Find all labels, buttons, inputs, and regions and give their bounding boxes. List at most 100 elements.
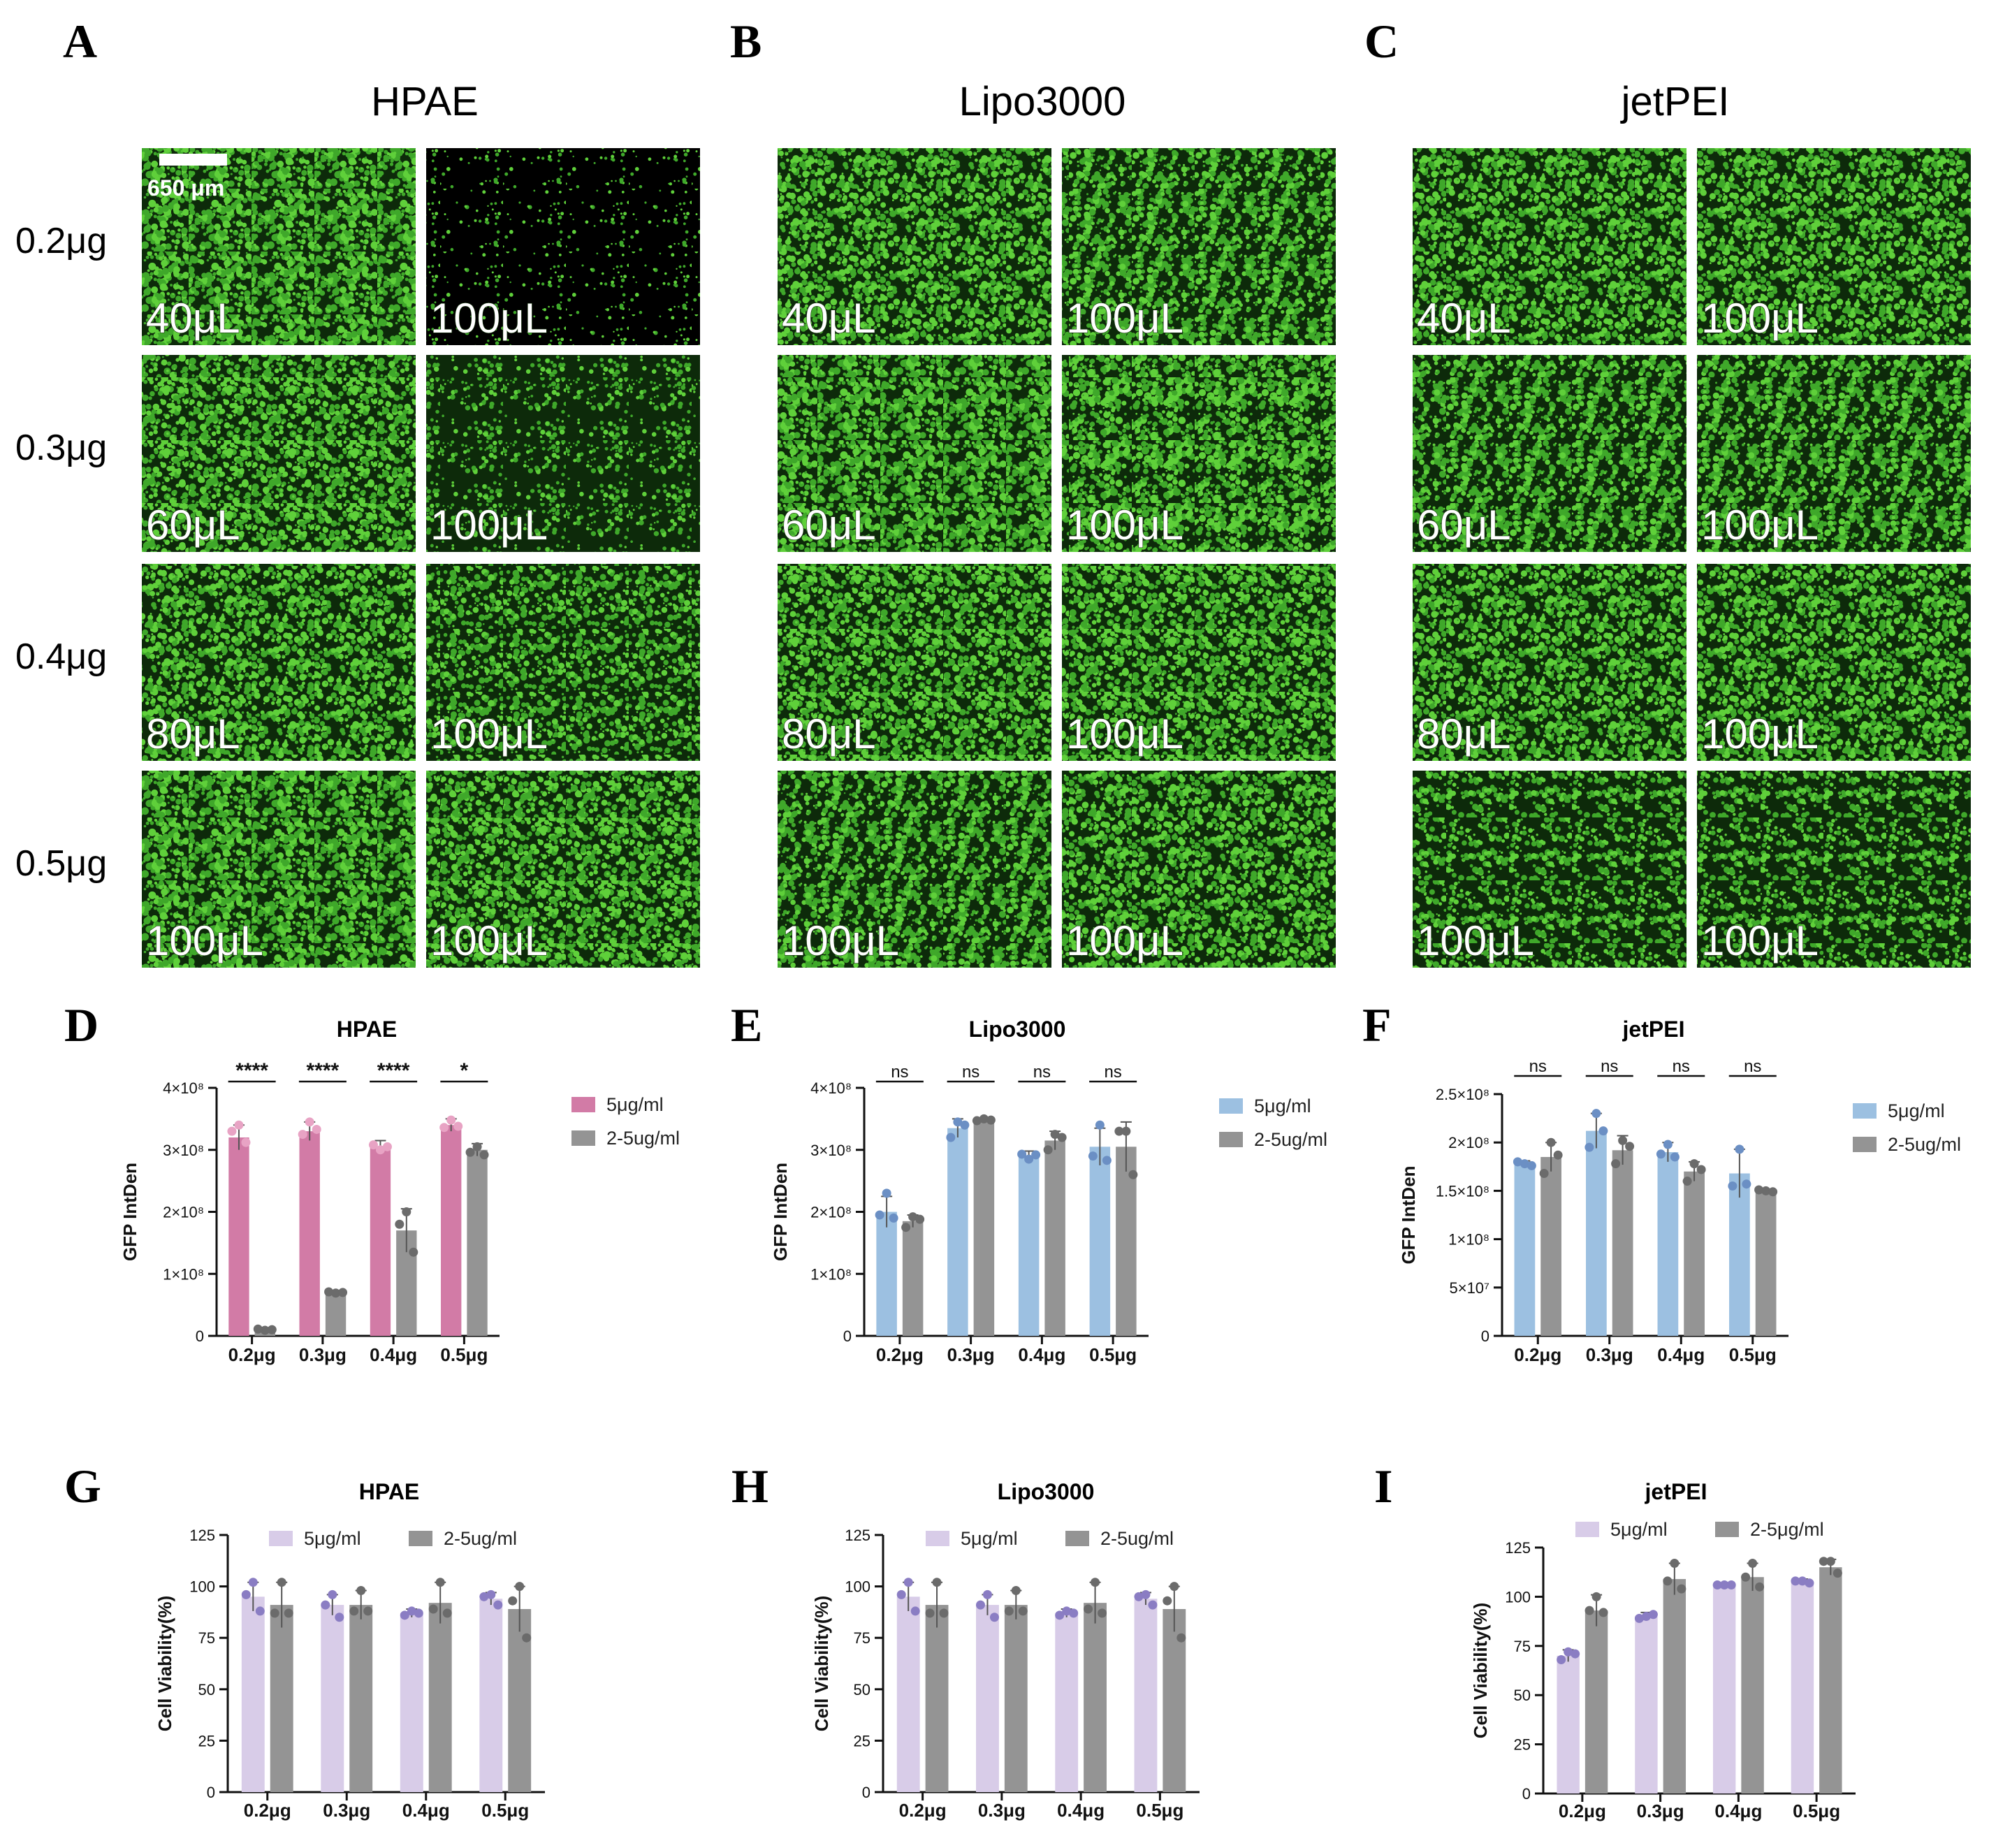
- y-tick-label: 4×10⁸: [810, 1079, 852, 1097]
- bar: [1741, 1577, 1764, 1794]
- data-point: [395, 1219, 405, 1229]
- bar: [1612, 1150, 1633, 1336]
- data-point: [253, 1324, 263, 1334]
- legend-label: 2-5ug/ml: [444, 1528, 517, 1549]
- y-axis-title: Cell Viability(%): [154, 1596, 175, 1732]
- legend-swatch: [926, 1531, 949, 1546]
- data-point: [901, 1223, 911, 1232]
- micrograph-image: 100μL: [1062, 148, 1336, 345]
- bar: [1635, 1616, 1658, 1794]
- well-volume-label: 100μL: [1066, 711, 1183, 757]
- well-volume-label: 40μL: [146, 295, 240, 342]
- data-point: [338, 1288, 348, 1297]
- legend-label: 2-5μg/ml: [1750, 1519, 1824, 1540]
- legend-swatch: [1853, 1137, 1877, 1152]
- micrograph-texture: [1413, 355, 1686, 552]
- x-tick-label: 0.5μg: [1089, 1344, 1137, 1365]
- data-point: [1114, 1126, 1124, 1136]
- data-point: [975, 1600, 985, 1610]
- scale-bar-label: 650 μm: [147, 175, 224, 201]
- data-point: [1584, 1142, 1594, 1152]
- data-point: [1520, 1159, 1529, 1169]
- significance-label: ns: [1529, 1057, 1547, 1076]
- y-tick-label: 125: [845, 1527, 870, 1544]
- data-point: [1553, 1150, 1563, 1160]
- micrograph-texture: [1697, 148, 1971, 345]
- data-point: [312, 1124, 321, 1134]
- data-point: [1833, 1569, 1842, 1578]
- data-point: [946, 1133, 956, 1142]
- bar: [441, 1125, 462, 1336]
- well-volume-label: 100μL: [1701, 502, 1819, 548]
- data-point: [446, 1115, 456, 1125]
- micrograph-image: 100μL: [1697, 355, 1971, 552]
- data-point: [1761, 1186, 1771, 1195]
- legend-swatch: [1715, 1522, 1739, 1537]
- data-point: [932, 1578, 942, 1587]
- legend-label: 5μg/ml: [961, 1528, 1018, 1549]
- y-tick-label: 2.5×10⁸: [1436, 1086, 1489, 1103]
- data-point: [1748, 1559, 1758, 1569]
- legend-label: 5μg/ml: [606, 1094, 664, 1115]
- data-point: [522, 1633, 532, 1643]
- x-tick-label: 0.2μg: [1559, 1800, 1606, 1821]
- data-point: [1618, 1135, 1628, 1145]
- data-point: [508, 1596, 518, 1606]
- data-point: [1584, 1606, 1594, 1615]
- data-point: [241, 1589, 251, 1599]
- micrograph-image: 40μL: [142, 148, 416, 345]
- panel-letter: H: [731, 1460, 768, 1513]
- legend-label: 2-5ug/ml: [1100, 1528, 1174, 1549]
- x-tick-label: 0.2μg: [899, 1800, 947, 1821]
- bar: [1755, 1191, 1777, 1336]
- data-point: [1741, 1572, 1751, 1582]
- x-tick-label: 0.5μg: [1793, 1800, 1840, 1821]
- significance-label: ns: [1104, 1063, 1121, 1082]
- data-point: [1128, 1170, 1138, 1179]
- data-point: [428, 1604, 438, 1614]
- chart-legend: 5μg/ml 2-5ug/ml: [571, 1094, 680, 1149]
- bar: [1791, 1580, 1814, 1794]
- chart-title: jetPEI: [1645, 1479, 1707, 1504]
- data-point: [960, 1120, 970, 1130]
- chart-title: jetPEI: [1622, 1017, 1685, 1042]
- bar: [1134, 1599, 1158, 1792]
- data-point: [908, 1212, 918, 1222]
- bar: [876, 1212, 897, 1336]
- y-tick-label: 5×10⁷: [1449, 1279, 1489, 1297]
- micrograph-image: 100μL: [1062, 771, 1336, 968]
- data-point: [472, 1142, 482, 1151]
- micrograph-texture: [142, 148, 416, 345]
- x-tick-label: 0.3μg: [947, 1344, 995, 1365]
- data-point: [986, 1115, 996, 1125]
- significance-label: ****: [377, 1059, 410, 1082]
- y-tick-label: 50: [1514, 1687, 1531, 1704]
- significance-label: *: [460, 1059, 469, 1082]
- data-point: [1625, 1142, 1635, 1151]
- y-tick-label: 0: [207, 1784, 215, 1801]
- data-point: [1095, 1120, 1105, 1130]
- bar-chart-d: D HPAE 0 1×10⁸ 2×10⁸ 3×10⁸ 4×10⁸ GFP IntDen 0.2μ…: [64, 998, 680, 1365]
- chart-legend: 5μg/ml 2-5ug/ml: [1219, 1096, 1327, 1150]
- data-point: [1598, 1126, 1608, 1136]
- data-point: [1527, 1161, 1536, 1170]
- y-tick-label: 2×10⁸: [1448, 1134, 1489, 1151]
- well-volume-label: 100μL: [1066, 295, 1183, 342]
- data-point: [1057, 1133, 1067, 1142]
- data-point: [493, 1600, 503, 1610]
- chart-legend: 5μg/ml 2-5ug/ml: [269, 1528, 517, 1549]
- well-volume-label: 100μL: [1701, 711, 1819, 757]
- data-point: [1170, 1582, 1179, 1592]
- micrograph-texture: [778, 148, 1051, 345]
- data-point: [1696, 1165, 1706, 1174]
- micrograph-image: 100μL: [426, 771, 700, 968]
- data-point: [234, 1120, 244, 1130]
- data-point: [1546, 1137, 1556, 1147]
- data-point: [1798, 1576, 1807, 1586]
- y-tick-label: 3×10⁸: [810, 1142, 852, 1159]
- bar: [1055, 1613, 1079, 1792]
- micrograph-image: 100μL: [426, 148, 700, 345]
- micrograph-image: 100μL: [1062, 564, 1336, 761]
- chart-title: HPAE: [359, 1479, 420, 1504]
